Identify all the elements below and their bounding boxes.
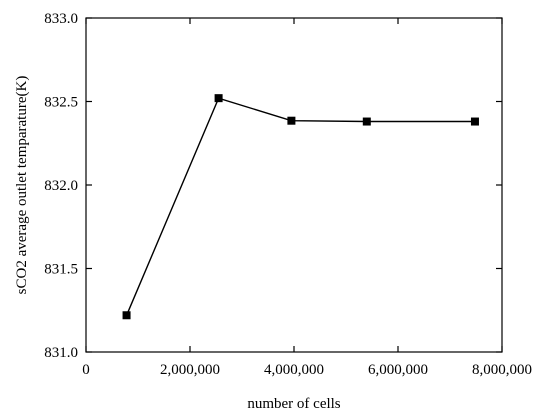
x-tick-label: 2,000,000 — [160, 362, 220, 378]
data-point — [287, 116, 296, 125]
data-point — [122, 311, 131, 320]
y-tick-label: 832.5 — [44, 95, 78, 111]
x-tick-label: 4,000,000 — [264, 362, 324, 378]
x-tick-label: 0 — [82, 362, 90, 378]
axes — [85, 17, 503, 353]
y-axis-ticks: 831.0 831.5 832.0 832.5 833.0 — [44, 11, 502, 361]
series-line — [125, 97, 475, 316]
y-tick-label: 831.0 — [44, 345, 78, 361]
y-tick-label: 831.5 — [44, 262, 78, 278]
y-axis-title: sCO2 average outlet temparature(K) — [14, 76, 30, 295]
series — [122, 94, 479, 320]
data-point — [470, 117, 479, 126]
x-axis-title: number of cells — [247, 396, 340, 412]
y-tick-label: 833.0 — [44, 11, 78, 27]
x-tick-label: 8,000,000 — [472, 362, 532, 378]
data-point — [362, 117, 371, 126]
y-tick-label: 832.0 — [44, 178, 78, 194]
x-axis-ticks: 0 2,000,000 4,000,000 6,000,000 8,000,000 — [82, 18, 532, 378]
plot-frame — [85, 17, 503, 353]
data-point — [214, 94, 223, 103]
x-tick-label: 6,000,000 — [368, 362, 428, 378]
